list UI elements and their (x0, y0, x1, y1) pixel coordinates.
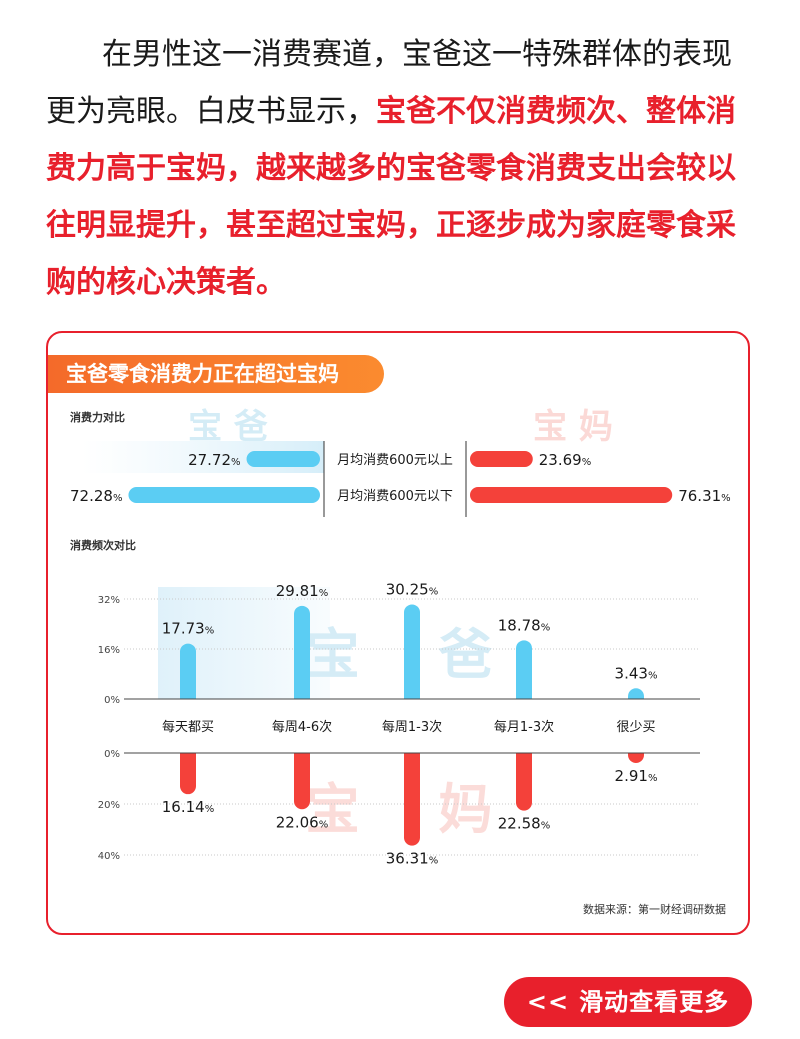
frequency-label-mom: 16.14% (162, 798, 214, 816)
frequency-label-mom: 36.31% (386, 850, 438, 868)
frequency-bar-mom (180, 745, 196, 795)
power-bar-mom (470, 451, 533, 467)
power-label-mom: 76.31% (678, 487, 730, 505)
legend-watermark-dad: 宝 爸 (188, 407, 268, 447)
bar-mask (402, 744, 422, 753)
frequency-label-dad: 29.81% (276, 582, 328, 600)
section-label-frequency: 消费频次对比 (70, 539, 136, 552)
frequency-bar-dad (180, 643, 196, 707)
frequency-category-label: 每周1-3次 (382, 719, 442, 735)
tick-label-bottom: 0% (104, 749, 120, 760)
frequency-label-mom: 22.58% (498, 815, 550, 833)
bar-mask (514, 744, 534, 753)
legend-watermark-mom-frequency: 宝 妈 (306, 778, 523, 841)
legend-watermark-dad-frequency: 宝 爸 (306, 623, 523, 686)
power-bar-dad (128, 487, 320, 503)
article-text: 在男性这一消费赛道，宝爸这一特殊群体的表现更为亮眼。白皮书显示， (46, 37, 732, 129)
article-highlight: 宝爸不仅消费频次、整体消费力高于宝妈，越来越多的宝爸零食消费支出会较以往明显提升… (46, 94, 736, 300)
frequency-bar-mom (294, 745, 310, 810)
frequency-category-label: 很少买 (616, 720, 655, 735)
card-title: 宝爸零食消费力正在超过宝妈 (48, 355, 384, 393)
swipe-more-button[interactable]: << 滑动查看更多 (504, 977, 752, 1027)
power-bar-dad (246, 451, 320, 467)
article-paragraph: 在男性这一消费赛道，宝爸这一特殊群体的表现更为亮眼。白皮书显示，宝爸不仅消费频次… (46, 26, 758, 311)
chart-canvas: 宝 爸宝 妈月均消费600元以上27.72% 23.69%月均消费600元以下72… (70, 407, 731, 868)
bar-mask (626, 744, 646, 753)
tick-label-top: 16% (98, 645, 120, 656)
tick-label-top: 0% (104, 695, 120, 706)
tick-label-bottom: 40% (98, 851, 120, 862)
bar-mask (292, 699, 312, 707)
section-label-power: 消费力对比 (70, 411, 125, 424)
frequency-category-label: 每周4-6次 (272, 719, 332, 735)
frequency-bar-mom (404, 745, 420, 846)
power-label-mom: 23.69% (539, 451, 591, 469)
frequency-label-mom: 2.91% (615, 767, 658, 785)
frequency-bar-dad (294, 605, 310, 707)
frequency-label-dad: 18.78% (498, 616, 550, 634)
double-chevron-left-icon: << (526, 988, 570, 1016)
data-source: 数据来源：第一财经调研数据 (583, 903, 726, 916)
power-category-label: 月均消费600元以上 (337, 453, 453, 468)
frequency-label-dad: 30.25% (386, 580, 438, 598)
bar-mask (178, 699, 198, 707)
power-label-dad: 27.72% (188, 451, 240, 469)
frequency-bar-mom (516, 745, 532, 811)
power-category-label: 月均消费600元以下 (337, 489, 453, 504)
bar-mask (178, 744, 198, 753)
bar-mask (292, 744, 312, 753)
frequency-label-dad: 3.43% (615, 664, 658, 682)
power-label-dad: 72.28% (70, 487, 122, 505)
swipe-more-label: 滑动查看更多 (579, 988, 730, 1016)
power-bar-mom (470, 487, 673, 503)
frequency-bar-dad (404, 604, 420, 707)
bar-mask (626, 699, 646, 707)
tick-label-top: 32% (98, 595, 120, 606)
frequency-label-mom: 22.06% (276, 813, 328, 831)
legend-watermark-mom: 宝 妈 (533, 407, 613, 447)
bar-mask (514, 699, 534, 707)
bar-mask (402, 699, 422, 707)
frequency-category-label: 每月1-3次 (494, 719, 554, 735)
frequency-label-dad: 17.73% (162, 620, 214, 638)
frequency-category-label: 每天都买 (162, 719, 214, 735)
tick-label-bottom: 20% (98, 800, 120, 811)
chart-card: 宝 爸宝 妈月均消费600元以上 27.72% 23.69% 月均消费600元以下 72… (46, 331, 750, 935)
frequency-bar-dad (516, 640, 532, 707)
